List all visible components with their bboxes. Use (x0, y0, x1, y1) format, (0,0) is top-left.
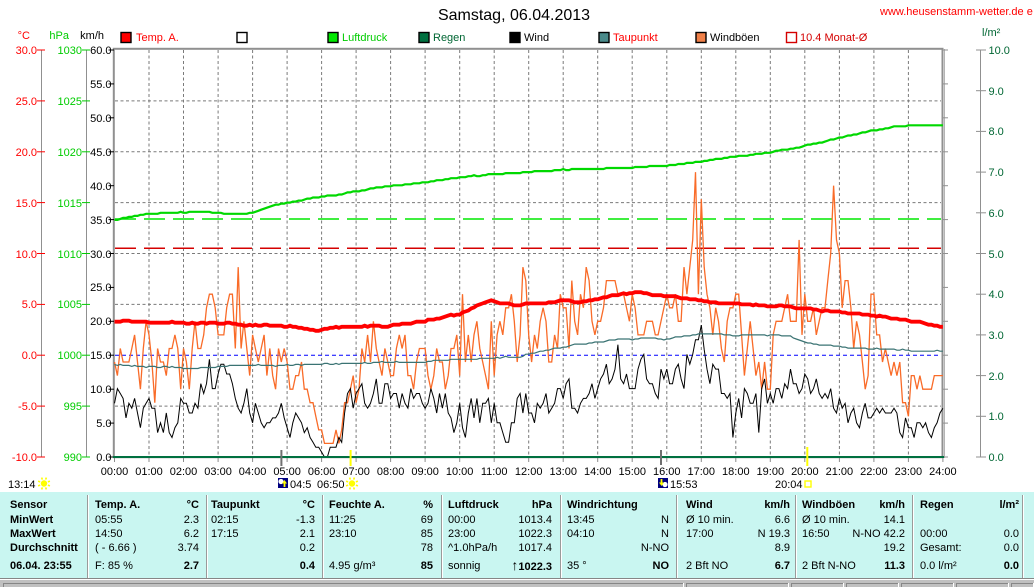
svg-text:8.0: 8.0 (989, 126, 1004, 138)
svg-text:13:14: 13:14 (8, 479, 36, 491)
svg-text:07:00: 07:00 (342, 466, 370, 478)
svg-text:Temp. A.: Temp. A. (136, 32, 179, 44)
svg-text:1005: 1005 (58, 299, 82, 311)
svg-text:25.0: 25.0 (16, 96, 37, 108)
svg-text:1030: 1030 (58, 45, 82, 57)
svg-text:15.0: 15.0 (16, 198, 37, 210)
svg-text:35.0: 35.0 (90, 215, 111, 227)
svg-text:09:00: 09:00 (411, 466, 439, 478)
svg-text:23:00: 23:00 (895, 466, 923, 478)
svg-text:9.0: 9.0 (989, 86, 1004, 98)
svg-text:19:00: 19:00 (757, 466, 785, 478)
svg-text:4.0: 4.0 (989, 289, 1004, 301)
svg-text:40.0: 40.0 (90, 181, 111, 193)
svg-text:21:00: 21:00 (826, 466, 854, 478)
svg-text:°C: °C (18, 30, 30, 42)
svg-text:Regen: Regen (433, 32, 465, 44)
svg-text:10.0: 10.0 (16, 249, 37, 261)
svg-text:05:00: 05:00 (273, 466, 301, 478)
svg-text:10.0: 10.0 (90, 384, 111, 396)
svg-text:08:00: 08:00 (377, 466, 405, 478)
svg-text:20:04: 20:04 (775, 479, 803, 491)
svg-text:1.0: 1.0 (989, 411, 1004, 423)
svg-text:Luftdruck: Luftdruck (342, 32, 388, 44)
svg-text:15.0: 15.0 (90, 350, 111, 362)
svg-text:www.heusenstamm-wetter.de e: www.heusenstamm-wetter.de e (879, 6, 1033, 18)
svg-text:14:00: 14:00 (584, 466, 612, 478)
svg-text:0.0: 0.0 (96, 452, 111, 464)
svg-text:06:50: 06:50 (317, 479, 345, 491)
svg-text:11:00: 11:00 (481, 466, 508, 478)
svg-text:55.0: 55.0 (90, 79, 111, 91)
svg-text:60.0: 60.0 (90, 45, 111, 57)
svg-text:16:00: 16:00 (653, 466, 681, 478)
svg-text:Samstag, 06.04.2013: Samstag, 06.04.2013 (438, 7, 590, 24)
svg-text:10.0: 10.0 (989, 45, 1010, 57)
svg-text:17:00: 17:00 (688, 466, 716, 478)
svg-text:1015: 1015 (58, 198, 82, 210)
svg-text:7.0: 7.0 (989, 167, 1004, 179)
svg-text:Taupunkt: Taupunkt (613, 32, 658, 44)
svg-text:10.4 Monat-Ø: 10.4 Monat-Ø (800, 32, 868, 44)
svg-text:50.0: 50.0 (90, 113, 111, 125)
svg-text:-5.0: -5.0 (18, 401, 37, 413)
svg-text:20.0: 20.0 (16, 147, 37, 159)
svg-text:06:00: 06:00 (308, 466, 336, 478)
svg-text:0.0: 0.0 (989, 452, 1004, 464)
svg-text:5.0: 5.0 (96, 418, 111, 430)
svg-text:18:00: 18:00 (722, 466, 750, 478)
svg-text:20:00: 20:00 (791, 466, 819, 478)
svg-text:Windböen: Windböen (710, 32, 760, 44)
svg-text:1020: 1020 (58, 147, 82, 159)
svg-text:hPa: hPa (49, 30, 69, 42)
svg-text:15:53: 15:53 (670, 479, 698, 491)
svg-text:20.0: 20.0 (90, 316, 111, 328)
svg-text:-10.0: -10.0 (12, 452, 37, 464)
svg-text:22:00: 22:00 (860, 466, 888, 478)
svg-text:13:00: 13:00 (549, 466, 577, 478)
svg-text:04:00: 04:00 (239, 466, 267, 478)
svg-text:5.0: 5.0 (22, 299, 37, 311)
svg-text:Wind: Wind (524, 32, 549, 44)
svg-text:25.0: 25.0 (90, 282, 111, 294)
svg-text:30.0: 30.0 (90, 249, 111, 261)
svg-text:45.0: 45.0 (90, 147, 111, 159)
svg-text:30.0: 30.0 (16, 45, 37, 57)
svg-text:03:00: 03:00 (204, 466, 232, 478)
svg-text:04:5: 04:5 (290, 479, 311, 491)
svg-text:10:00: 10:00 (446, 466, 474, 478)
svg-text:1010: 1010 (58, 249, 82, 261)
svg-text:1000: 1000 (58, 350, 82, 362)
svg-text:02:00: 02:00 (170, 466, 198, 478)
svg-text:24:00: 24:00 (929, 466, 957, 478)
svg-text:00:00: 00:00 (101, 466, 129, 478)
svg-text:01:00: 01:00 (135, 466, 163, 478)
svg-text:3.0: 3.0 (989, 330, 1004, 342)
svg-text:990: 990 (64, 452, 82, 464)
svg-text:1025: 1025 (58, 96, 82, 108)
svg-text:0.0: 0.0 (22, 350, 37, 362)
svg-text:l/m²: l/m² (982, 27, 1001, 39)
svg-text:km/h: km/h (80, 30, 104, 42)
svg-text:15:00: 15:00 (618, 466, 646, 478)
svg-text:6.0: 6.0 (989, 208, 1004, 220)
svg-text:2.0: 2.0 (989, 371, 1004, 383)
svg-text:12:00: 12:00 (515, 466, 543, 478)
svg-text:995: 995 (64, 401, 82, 413)
svg-text:5.0: 5.0 (989, 249, 1004, 261)
